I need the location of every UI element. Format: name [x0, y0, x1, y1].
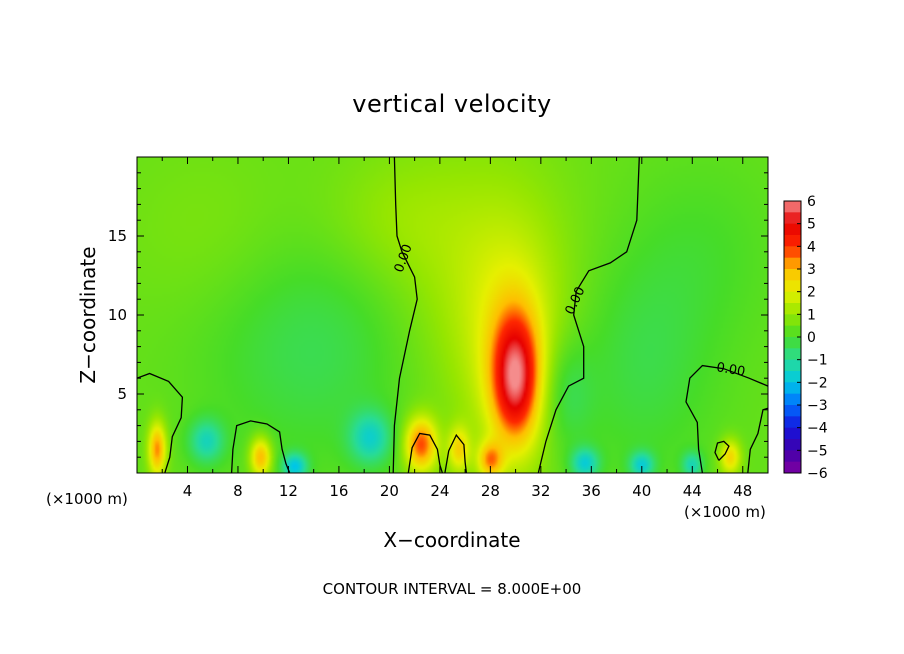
- colorbar-segment: [784, 439, 801, 451]
- colorbar: [784, 201, 801, 474]
- contour-line: [392, 157, 418, 473]
- x-tick-label: 24: [430, 482, 449, 500]
- x-axis-label: X−coordinate: [383, 528, 520, 552]
- colorbar-tick-label: 1: [807, 307, 816, 323]
- x-tick-label: 20: [380, 482, 399, 500]
- colorbar-segment: [784, 325, 801, 338]
- colorbar-segment: [784, 223, 801, 236]
- x-tick-label: 28: [481, 482, 500, 500]
- x-tick-label: 48: [733, 482, 752, 500]
- colorbar-segment: [784, 257, 801, 270]
- contour-line: [137, 372, 184, 473]
- velocity-field: [137, 157, 768, 473]
- colorbar-segment: [784, 427, 801, 440]
- colorbar-segment: [784, 348, 801, 361]
- y-axis-label: Z−coordinate: [76, 246, 100, 383]
- x-unit-left: (×1000 m): [46, 490, 128, 508]
- contour-line: [444, 433, 468, 473]
- x-tick-label: 40: [632, 482, 651, 500]
- x-axis-ticks: 4 8 12 16 20 24 28 32 36 40 44 48: [161, 157, 752, 500]
- colorbar-segment: [784, 337, 801, 349]
- colorbar-tick-label: 5: [807, 217, 816, 233]
- y-tick-label: 10: [108, 306, 127, 324]
- colorbar-ticks: 6 5 4 3 2 1 0 −1 −2 −3 −4 −5 −6: [797, 194, 828, 482]
- contour-line: [537, 157, 640, 473]
- x-tick-label: 4: [183, 482, 193, 500]
- colorbar-tick-label: −4: [807, 421, 828, 437]
- colorbar-segment: [784, 371, 801, 383]
- colorbar-segment: [784, 461, 801, 474]
- contour-line: [407, 432, 444, 473]
- colorbar-segment: [784, 450, 801, 463]
- y-tick-label: 5: [117, 385, 127, 403]
- colorbar-tick-label: −5: [807, 443, 828, 459]
- colorbar-segment: [784, 303, 801, 315]
- plot-area: [137, 157, 768, 473]
- colorbar-tick-label: 2: [807, 285, 816, 301]
- contour-label: 0.00: [715, 360, 746, 380]
- colorbar-tick-label: 0: [807, 330, 816, 346]
- x-tick-label: 32: [531, 482, 550, 500]
- y-tick-label: 15: [108, 227, 127, 245]
- contour-line: [230, 420, 291, 473]
- x-unit-right: (×1000 m): [684, 503, 766, 521]
- x-tick-label: 16: [329, 482, 348, 500]
- x-tick-label: 12: [279, 482, 298, 500]
- colorbar-tick-label: 3: [807, 262, 816, 278]
- contour-line: [747, 407, 768, 473]
- contour-line: [685, 364, 768, 473]
- colorbar-segment: [784, 201, 801, 213]
- colorbar-segment: [784, 405, 801, 417]
- colorbar-segment: [784, 212, 801, 225]
- colorbar-tick-label: −2: [807, 375, 828, 391]
- colorbar-tick-label: −6: [807, 466, 828, 482]
- colorbar-segment: [784, 314, 801, 327]
- colorbar-segment: [784, 291, 801, 304]
- colorbar-segment: [784, 382, 801, 395]
- colorbar-segment: [784, 246, 801, 259]
- contour-interval-note: CONTOUR INTERVAL = 8.000E+00: [323, 580, 582, 598]
- colorbar-segment: [784, 269, 801, 281]
- y-axis-ticks: 5 10 15: [108, 172, 768, 458]
- contour-line: [714, 440, 730, 461]
- colorbar-tick-label: 4: [807, 239, 816, 255]
- colorbar-tick-label: 6: [807, 194, 816, 210]
- zero-contours: [137, 157, 768, 473]
- x-tick-label: 44: [683, 482, 702, 500]
- colorbar-segment: [784, 393, 801, 406]
- colorbar-tick-label: −3: [807, 398, 828, 414]
- colorbar-segment: [784, 235, 801, 247]
- colorbar-segment: [784, 280, 801, 293]
- x-tick-label: 36: [582, 482, 601, 500]
- x-tick-label: 8: [233, 482, 243, 500]
- chart-title: vertical velocity: [352, 90, 551, 118]
- colorbar-segment: [784, 416, 801, 429]
- colorbar-segment: [784, 359, 801, 372]
- colorbar-tick-label: −1: [807, 353, 828, 369]
